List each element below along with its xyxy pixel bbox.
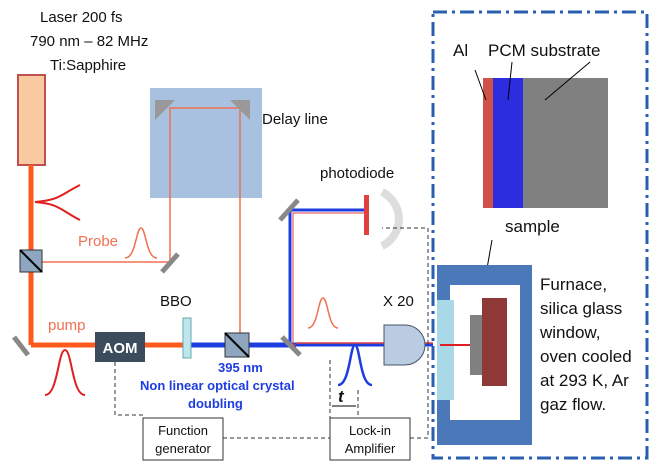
furnace-text: Furnace, silica glass window, oven coole… — [539, 275, 632, 414]
objective — [383, 324, 426, 366]
al-label: Al — [453, 41, 468, 60]
substrate — [523, 78, 608, 208]
furnace-label: window, — [539, 323, 600, 342]
box-label: Function — [158, 423, 208, 438]
laser-label: Ti:Sapphire — [50, 57, 126, 74]
pulse — [307, 297, 339, 329]
mirror — [160, 252, 180, 274]
pulse — [124, 227, 158, 259]
box-label: Lock-in — [349, 423, 391, 438]
window — [437, 300, 454, 400]
furnace-label: at 293 K, Ar — [540, 371, 629, 390]
delay-line-label: Delay line — [262, 111, 328, 128]
box-label: Amplifier — [345, 441, 396, 456]
crystal-label: doubling — [188, 396, 243, 411]
sample-holder — [482, 298, 507, 386]
mirror — [230, 100, 250, 120]
beam-splitter — [19, 249, 43, 273]
probe-label: Probe — [78, 233, 118, 250]
laser-label: 790 nm – 82 MHz — [30, 33, 148, 50]
furnace-label: gaz flow. — [540, 395, 606, 414]
laser-label: Laser 200 fs — [40, 9, 123, 26]
mirror — [155, 100, 175, 120]
pulse — [337, 343, 373, 387]
bbo-label: BBO — [160, 293, 192, 310]
mirror — [278, 198, 300, 222]
pump-label: pump — [48, 317, 86, 334]
furnace-sample — [470, 315, 482, 375]
aom-box — [95, 332, 145, 362]
signal-line — [114, 227, 429, 439]
bbo-crystal — [182, 317, 192, 359]
furnace-label: oven cooled — [540, 347, 632, 366]
function-generator — [142, 417, 224, 461]
pointer — [474, 61, 591, 321]
beam — [292, 212, 365, 346]
delay-symbol: t — [338, 387, 345, 406]
objective-label: X 20 — [383, 293, 414, 310]
furnace-label: Furnace, — [540, 275, 607, 294]
pulse — [34, 184, 81, 221]
laser-source — [17, 74, 46, 166]
crystal-label: Non linear optical crystal — [140, 378, 295, 393]
mirror — [280, 335, 302, 357]
sample-label: sample — [505, 217, 560, 236]
pulse — [44, 348, 86, 396]
mirror — [12, 335, 30, 357]
beam-splitter — [224, 332, 250, 358]
probe-beam — [42, 107, 241, 345]
lock-in — [329, 417, 411, 461]
beam — [288, 208, 365, 347]
aom-label: AOM — [103, 340, 138, 357]
box-label: generator — [155, 441, 211, 456]
wavelength-label: 395 nm — [218, 360, 263, 375]
photodiode-label: photodiode — [320, 165, 394, 182]
photodiode — [364, 195, 369, 235]
pcm-label: PCM substrate — [488, 41, 600, 60]
furnace-label: silica glass — [540, 299, 622, 318]
photodiode-housing — [380, 188, 403, 250]
al-layer — [483, 78, 493, 208]
